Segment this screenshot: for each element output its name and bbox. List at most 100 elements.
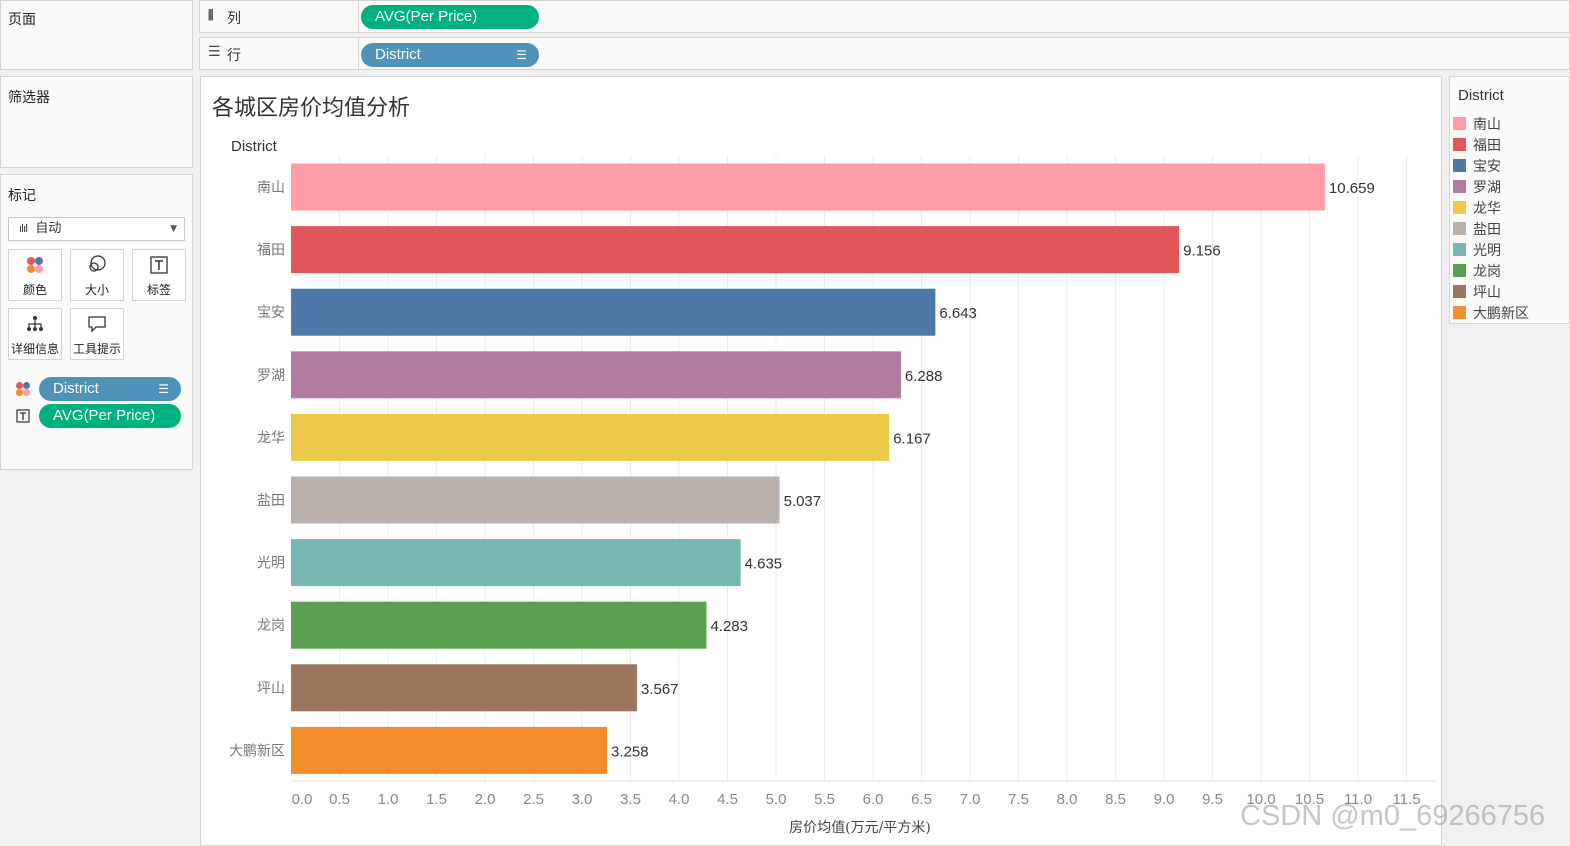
mark-type-value: 自动	[35, 221, 62, 236]
color-button[interactable]: 颜色	[8, 249, 62, 301]
mark-type-dropdown[interactable]: ılıl 自动 ▼	[8, 217, 185, 241]
legend-label: 坪山	[1473, 285, 1501, 301]
x-tick-label: 1.5	[426, 791, 447, 808]
bar-chart-icon: ılıl	[19, 222, 28, 235]
legend-label: 罗湖	[1473, 180, 1501, 196]
x-tick-label: 5.0	[766, 791, 787, 808]
legend-swatch	[1453, 180, 1466, 193]
legend-swatch	[1453, 306, 1466, 319]
size-icon	[71, 255, 123, 281]
data-label: 10.659	[1329, 180, 1375, 197]
x-tick-label: 4.5	[717, 791, 738, 808]
size-button-label: 大小	[84, 283, 109, 297]
district-color-pill[interactable]: District ☰	[39, 377, 181, 401]
rows-shelf[interactable]: ☰ 行 District ☰	[199, 37, 1570, 71]
x-tick-label: 3.0	[572, 791, 593, 808]
color-button-label: 颜色	[22, 283, 47, 297]
legend-swatch	[1453, 117, 1466, 130]
rows-icon: ☰	[208, 44, 221, 60]
rows-pill[interactable]: District ☰	[361, 43, 539, 67]
legend-swatch	[1453, 264, 1466, 277]
columns-icon: ⫼	[208, 8, 214, 22]
watermark: CSDN @m0_69266756	[1240, 800, 1546, 832]
legend-label: 龙岗	[1473, 264, 1501, 280]
y-tick-label: 光明	[257, 556, 285, 572]
x-axis-title: 房价均值(万元/平方米)	[789, 820, 931, 836]
columns-shelf[interactable]: ⫼ 列 AVG(Per Price)	[199, 0, 1570, 34]
color-field-row[interactable]: District ☰	[15, 377, 185, 401]
legend-swatch	[1453, 138, 1466, 151]
y-tick-label: 龙华	[257, 430, 285, 446]
x-tick-label: 2.5	[523, 791, 544, 808]
y-tick-label: 宝安	[257, 305, 285, 321]
tooltip-button-label: 工具提示	[72, 342, 121, 356]
size-button[interactable]: 大小	[70, 249, 124, 301]
chevron-down-icon[interactable]: ▼	[170, 224, 177, 234]
x-tick-label: 5.5	[814, 791, 835, 808]
sort-descending-icon[interactable]: ☰	[158, 382, 169, 396]
bar[interactable]	[291, 664, 637, 712]
x-tick-label: 7.0	[960, 791, 981, 808]
columns-pill-label: AVG(Per Price)	[375, 8, 478, 25]
color-icon	[15, 381, 31, 397]
legend-swatch	[1453, 201, 1466, 214]
label-button[interactable]: 标签	[132, 249, 186, 301]
x-tick-label: 0.5	[329, 791, 350, 808]
bar[interactable]	[291, 726, 608, 774]
tooltip-button[interactable]: 工具提示	[70, 308, 124, 360]
x-tick-label: 6.5	[911, 791, 932, 808]
data-label: 9.156	[1183, 243, 1221, 260]
district-color-pill-label: District	[53, 380, 99, 397]
y-axis-title: District	[231, 138, 278, 155]
y-tick-label: 罗湖	[257, 368, 285, 384]
y-tick-label: 福田	[257, 243, 285, 259]
bar[interactable]	[291, 351, 901, 399]
bar[interactable]	[291, 288, 936, 336]
x-tick-label: 9.0	[1154, 791, 1175, 808]
x-tick-label: 10.5	[1295, 791, 1324, 808]
x-tick-label: 2.0	[475, 791, 496, 808]
bar[interactable]	[291, 476, 780, 524]
detail-button-label: 详细信息	[10, 342, 59, 356]
x-tick-label: 1.0	[378, 791, 399, 808]
detail-button[interactable]: 详细信息	[8, 308, 62, 360]
rows-pill-label: District	[375, 46, 421, 63]
pages-shelf[interactable]: 页面	[0, 0, 193, 70]
rows-shelf-label: 行	[227, 48, 241, 64]
y-tick-label: 南山	[257, 180, 285, 196]
filters-panel[interactable]: 筛选器	[0, 76, 193, 168]
columns-pill[interactable]: AVG(Per Price)	[361, 5, 539, 29]
legend-label: 龙华	[1473, 201, 1501, 217]
x-tick-label: 11.0	[1344, 791, 1372, 808]
chart-title: 各城区房价均值分析	[212, 96, 411, 121]
avg-price-label-pill[interactable]: AVG(Per Price)	[39, 404, 181, 428]
legend-swatch	[1453, 159, 1466, 172]
label-icon	[133, 255, 185, 281]
label-icon	[15, 408, 31, 424]
label-field-row[interactable]: AVG(Per Price)	[15, 404, 185, 428]
legend-label: 南山	[1473, 117, 1501, 133]
x-tick-label: 3.5	[620, 791, 641, 808]
bar[interactable]	[291, 539, 741, 587]
bar[interactable]	[291, 601, 707, 649]
x-tick-label: 8.0	[1057, 791, 1078, 808]
columns-shelf-label: 列	[227, 11, 241, 27]
legend-swatch	[1453, 222, 1466, 235]
data-label: 6.643	[939, 305, 977, 322]
x-tick-label: 8.5	[1105, 791, 1126, 808]
color-icon	[9, 255, 61, 281]
legend-label: 大鹏新区	[1473, 306, 1529, 322]
data-label: 3.567	[641, 681, 679, 698]
bar[interactable]	[291, 413, 890, 461]
data-label: 6.167	[893, 430, 931, 447]
bar[interactable]	[291, 226, 1180, 274]
x-tick-label: 7.5	[1008, 791, 1029, 808]
legend-label: 福田	[1473, 138, 1501, 154]
x-tick-label: 11.5	[1392, 791, 1420, 808]
bar[interactable]	[291, 163, 1325, 211]
data-label: 4.635	[745, 556, 783, 573]
legend-label: 宝安	[1473, 159, 1501, 175]
y-tick-label: 龙岗	[257, 618, 285, 634]
legend-swatch	[1453, 285, 1466, 298]
sort-descending-icon[interactable]: ☰	[516, 48, 527, 62]
